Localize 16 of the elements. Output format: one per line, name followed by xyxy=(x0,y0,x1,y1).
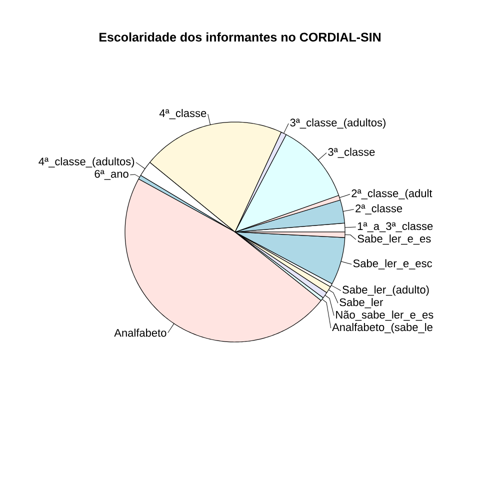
slice-label: 2ª_classe xyxy=(356,204,402,214)
slice-label: Analfabeto_(sabe_le xyxy=(332,323,432,334)
slice-label: 6ª_ano xyxy=(94,170,128,180)
slice-label: Sabe_ler_e_esc xyxy=(353,259,432,270)
slice-label: 4ª_classe xyxy=(159,109,206,120)
slice-label: 1ª_a_3ª_classe xyxy=(358,222,433,232)
slice-label: Sabe_ler_(adulto) xyxy=(342,286,429,296)
chart-title: Escolaridade dos informantes no CORDIAL-SIN xyxy=(99,32,380,42)
slice-label: 2ª_classe_(adult xyxy=(352,189,432,200)
slice-label: Sabe_ler xyxy=(340,298,384,308)
slice-label: Não_sabe_ler_e_es xyxy=(336,310,434,321)
slice-label: 3ª_classe_(adultos) xyxy=(290,118,386,129)
slice-label: Sabe_ler_e_es xyxy=(358,234,431,245)
slice-label: 3ª_classe xyxy=(328,148,375,158)
slice-label: Analfabeto xyxy=(114,328,166,337)
slice-label: 4ª_classe_(adultos) xyxy=(38,157,134,168)
